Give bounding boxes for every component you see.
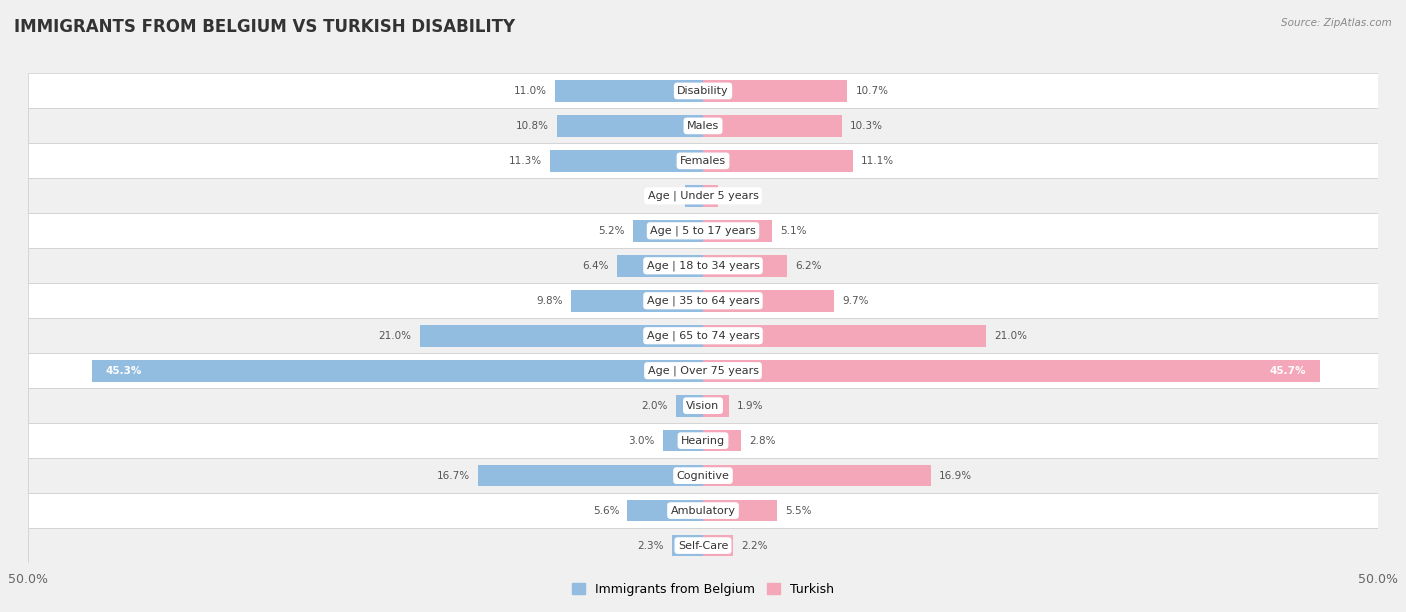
Bar bbox=[633, 220, 703, 242]
Bar bbox=[571, 290, 703, 312]
Bar bbox=[703, 535, 733, 556]
Bar bbox=[703, 325, 987, 346]
Bar bbox=[703, 220, 772, 242]
Bar bbox=[28, 73, 1378, 108]
Bar bbox=[28, 143, 1378, 178]
Text: Disability: Disability bbox=[678, 86, 728, 96]
Text: 11.0%: 11.0% bbox=[513, 86, 547, 96]
Text: 21.0%: 21.0% bbox=[994, 330, 1028, 341]
Text: 2.2%: 2.2% bbox=[741, 540, 768, 551]
Text: 5.6%: 5.6% bbox=[593, 506, 619, 515]
Bar bbox=[28, 318, 1378, 353]
Text: Source: ZipAtlas.com: Source: ZipAtlas.com bbox=[1281, 18, 1392, 28]
Text: Hearing: Hearing bbox=[681, 436, 725, 446]
Text: 21.0%: 21.0% bbox=[378, 330, 412, 341]
Text: 5.1%: 5.1% bbox=[780, 226, 807, 236]
Text: Age | Over 75 years: Age | Over 75 years bbox=[648, 365, 758, 376]
Legend: Immigrants from Belgium, Turkish: Immigrants from Belgium, Turkish bbox=[567, 578, 839, 601]
Text: 9.8%: 9.8% bbox=[536, 296, 562, 306]
Bar bbox=[703, 115, 842, 136]
Text: 9.7%: 9.7% bbox=[842, 296, 869, 306]
Text: 16.7%: 16.7% bbox=[436, 471, 470, 480]
Text: Age | 5 to 17 years: Age | 5 to 17 years bbox=[650, 226, 756, 236]
Text: 5.2%: 5.2% bbox=[598, 226, 624, 236]
Text: 1.3%: 1.3% bbox=[651, 191, 678, 201]
Text: 3.0%: 3.0% bbox=[628, 436, 654, 446]
Bar bbox=[91, 360, 703, 381]
Text: 45.7%: 45.7% bbox=[1270, 366, 1306, 376]
Bar bbox=[419, 325, 703, 346]
Text: 45.3%: 45.3% bbox=[105, 366, 142, 376]
Text: Ambulatory: Ambulatory bbox=[671, 506, 735, 515]
Bar bbox=[28, 493, 1378, 528]
Text: 10.8%: 10.8% bbox=[516, 121, 550, 131]
Text: Females: Females bbox=[681, 156, 725, 166]
Bar bbox=[703, 465, 931, 487]
Bar bbox=[28, 388, 1378, 423]
Bar bbox=[686, 185, 703, 207]
Text: 10.7%: 10.7% bbox=[855, 86, 889, 96]
Text: Vision: Vision bbox=[686, 401, 720, 411]
Text: Age | 18 to 34 years: Age | 18 to 34 years bbox=[647, 261, 759, 271]
Text: 6.4%: 6.4% bbox=[582, 261, 609, 271]
Bar bbox=[617, 255, 703, 277]
Bar bbox=[676, 395, 703, 417]
Text: 16.9%: 16.9% bbox=[939, 471, 973, 480]
Bar bbox=[703, 150, 853, 172]
Text: Age | 65 to 74 years: Age | 65 to 74 years bbox=[647, 330, 759, 341]
Text: 11.1%: 11.1% bbox=[860, 156, 894, 166]
Bar bbox=[703, 80, 848, 102]
Bar bbox=[557, 115, 703, 136]
Bar bbox=[28, 283, 1378, 318]
Text: Self-Care: Self-Care bbox=[678, 540, 728, 551]
Text: Age | 35 to 64 years: Age | 35 to 64 years bbox=[647, 296, 759, 306]
Bar bbox=[28, 248, 1378, 283]
Bar bbox=[28, 528, 1378, 563]
Bar bbox=[703, 185, 718, 207]
Text: IMMIGRANTS FROM BELGIUM VS TURKISH DISABILITY: IMMIGRANTS FROM BELGIUM VS TURKISH DISAB… bbox=[14, 18, 515, 36]
Bar bbox=[554, 80, 703, 102]
Text: 5.5%: 5.5% bbox=[786, 506, 811, 515]
Text: Cognitive: Cognitive bbox=[676, 471, 730, 480]
Text: 2.8%: 2.8% bbox=[749, 436, 775, 446]
Bar bbox=[28, 458, 1378, 493]
Text: 1.9%: 1.9% bbox=[737, 401, 763, 411]
Bar bbox=[28, 423, 1378, 458]
Bar bbox=[703, 360, 1320, 381]
Text: 2.3%: 2.3% bbox=[637, 540, 664, 551]
Bar bbox=[28, 214, 1378, 248]
Bar bbox=[703, 290, 834, 312]
Bar bbox=[662, 430, 703, 452]
Text: Age | Under 5 years: Age | Under 5 years bbox=[648, 190, 758, 201]
Bar bbox=[28, 353, 1378, 388]
Text: 6.2%: 6.2% bbox=[794, 261, 821, 271]
Bar bbox=[28, 108, 1378, 143]
Bar bbox=[703, 430, 741, 452]
Bar bbox=[478, 465, 703, 487]
Text: 11.3%: 11.3% bbox=[509, 156, 543, 166]
Bar bbox=[672, 535, 703, 556]
Text: 1.1%: 1.1% bbox=[725, 191, 752, 201]
Bar bbox=[551, 150, 703, 172]
Text: 2.0%: 2.0% bbox=[641, 401, 668, 411]
Bar bbox=[28, 178, 1378, 214]
Bar bbox=[703, 500, 778, 521]
Bar bbox=[703, 395, 728, 417]
Text: Males: Males bbox=[688, 121, 718, 131]
Bar bbox=[627, 500, 703, 521]
Bar bbox=[703, 255, 787, 277]
Text: 10.3%: 10.3% bbox=[851, 121, 883, 131]
